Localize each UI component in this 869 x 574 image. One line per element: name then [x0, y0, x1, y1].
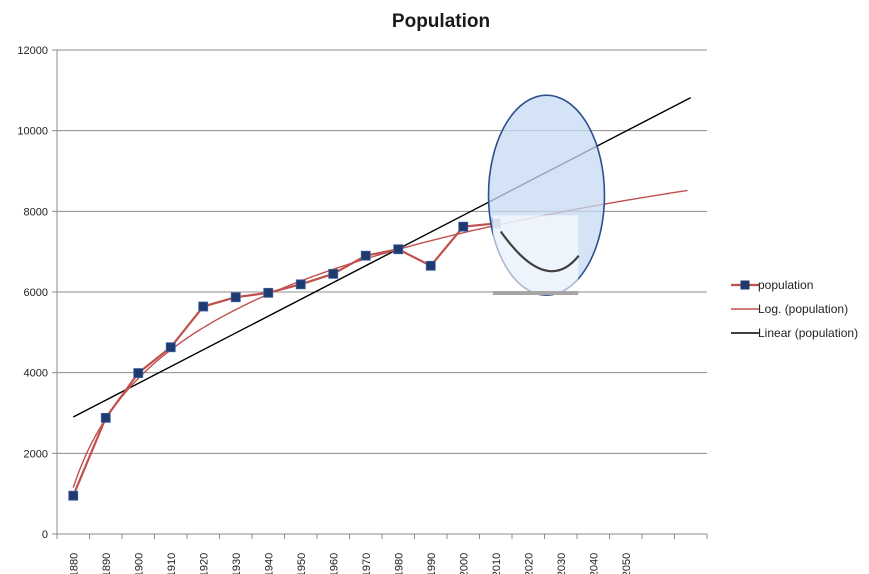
x-tick-label: 1980: [393, 553, 405, 574]
population-point: [165, 342, 176, 353]
y-tick-label: 8000: [24, 206, 48, 218]
y-tick-label: 12000: [17, 45, 48, 57]
population-point: [230, 292, 241, 303]
population-point: [458, 221, 469, 232]
y-tick-label: 0: [42, 529, 48, 541]
x-axis-ticks: 1880 1890 1900 1910 1920 1930 1940 1950 1960 1970…: [68, 553, 633, 574]
axes: [52, 49, 708, 539]
y-tick-label: 2000: [24, 448, 48, 460]
population-point: [295, 279, 306, 290]
legend-label: population: [758, 278, 813, 292]
population-point: [328, 268, 339, 279]
legend: population Log. (population) Linear (popul…: [731, 278, 858, 340]
y-tick-label: 4000: [24, 368, 48, 380]
legend-label: Log. (population): [758, 302, 848, 316]
population-line: [72, 222, 496, 497]
x-tick-label: 1890: [101, 553, 113, 574]
x-tick-label: 1930: [231, 553, 243, 574]
linear-trendline: [72, 96, 692, 418]
annotation-bar: [492, 291, 579, 295]
x-tick-label: 1880: [68, 553, 80, 574]
x-tick-label: 1960: [328, 553, 340, 574]
x-tick-label: 1990: [426, 553, 438, 574]
gridlines: [57, 49, 707, 454]
x-tick-label: 1900: [133, 553, 145, 574]
population-point: [100, 412, 111, 423]
population-point: [263, 287, 274, 298]
x-tick-label: 2030: [556, 553, 568, 574]
population-point: [68, 490, 79, 501]
x-tick-label: 1910: [166, 553, 178, 574]
annotation-arc: [499, 230, 580, 273]
population-point: [198, 301, 209, 312]
x-tick-label: 1950: [296, 553, 308, 574]
x-tick-label: 2050: [621, 553, 633, 574]
x-tick-label: 2000: [458, 553, 470, 574]
x-tick-label: 1920: [198, 553, 210, 574]
population-point: [393, 244, 404, 255]
y-axis-ticks: 0 2000 4000 6000 8000 10000 12000: [17, 45, 48, 541]
y-tick-label: 10000: [17, 126, 48, 138]
y-tick-label: 6000: [24, 287, 48, 299]
x-tick-label: 2010: [491, 553, 503, 574]
legend-marker: [740, 280, 750, 290]
overlay-rect: [492, 215, 579, 292]
x-tick-label: 2040: [588, 553, 600, 574]
legend-label: Linear (population): [758, 326, 858, 340]
annotation-layer: [487, 94, 606, 296]
x-tick-label: 1970: [361, 553, 373, 574]
population-point: [425, 260, 436, 271]
population-point: [133, 368, 144, 378]
population-point: [360, 250, 371, 261]
x-tick-label: 2020: [523, 553, 535, 574]
chart-title: Population: [392, 11, 490, 32]
x-tick-label: 1940: [263, 553, 275, 574]
